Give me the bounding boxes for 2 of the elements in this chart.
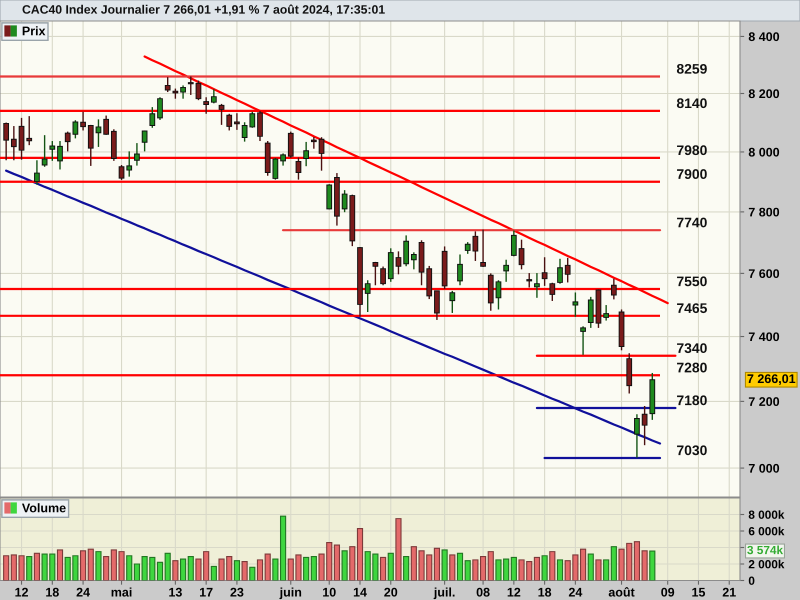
- bar: [3, 555, 10, 580]
- candlestick: [3, 122, 10, 161]
